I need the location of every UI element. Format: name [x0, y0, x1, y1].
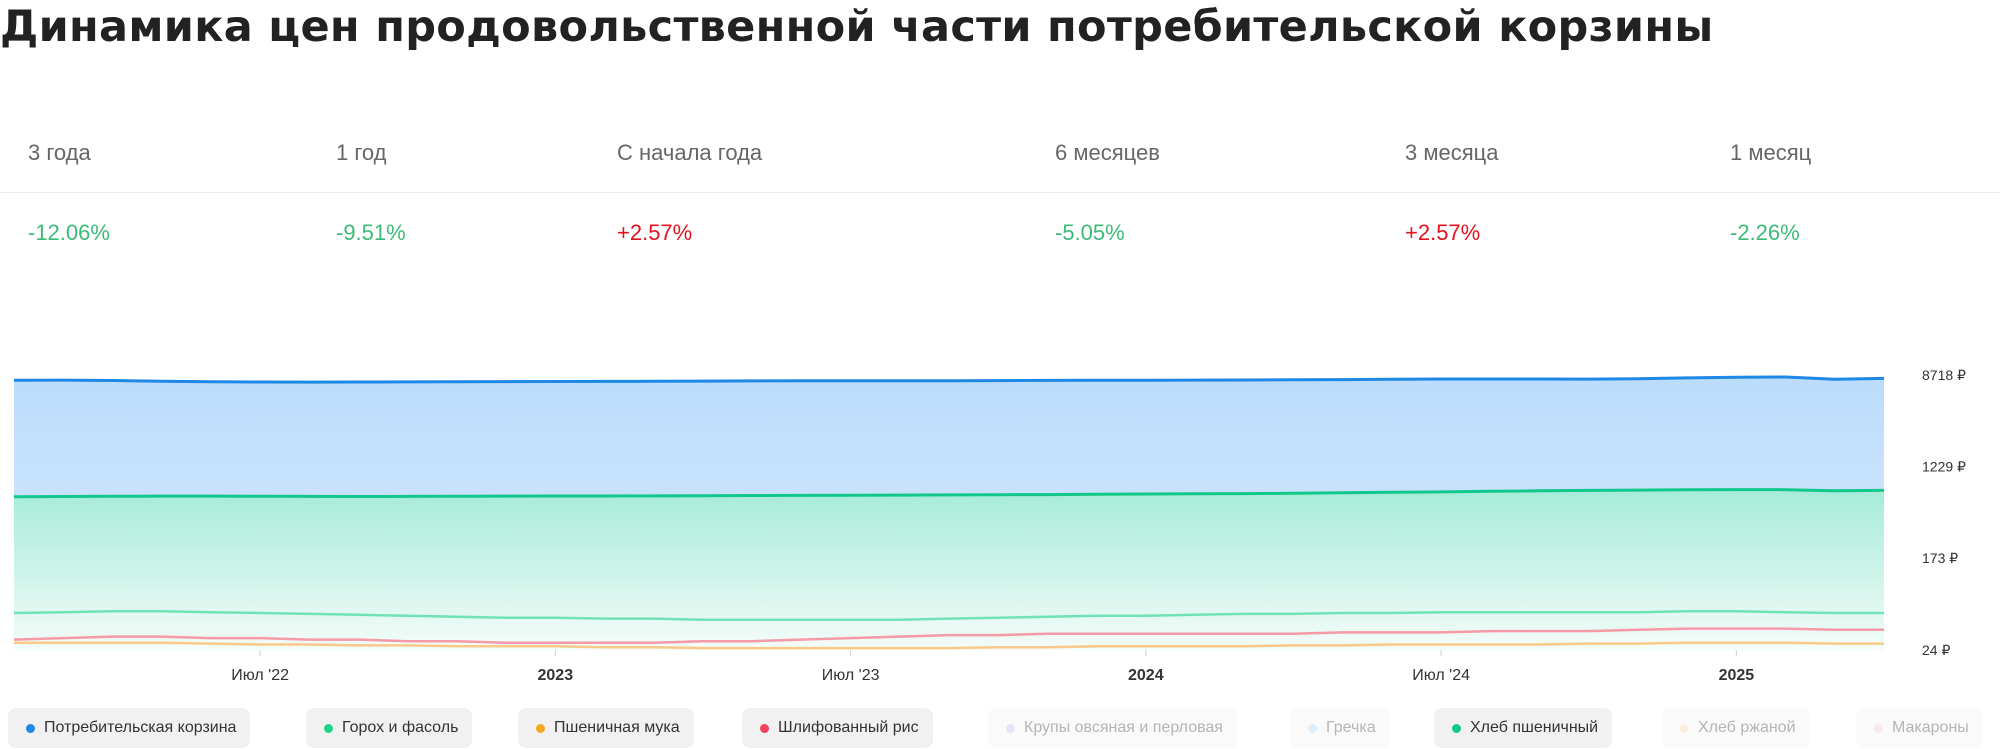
- series-line: [13, 627, 1884, 645]
- series-areas: [14, 377, 1884, 650]
- legend-item-basket[interactable]: Потребительская корзина: [8, 708, 251, 748]
- price-chart[interactable]: 24 ₽ 173 ₽ 1229 ₽ 8718 ₽ Июл '22 2023 Июл '23…: [0, 352, 2000, 702]
- legend-dot-icon: [760, 723, 769, 733]
- legend-dot-icon: [536, 723, 545, 733]
- x-tick-label: Июл '24: [1412, 667, 1470, 684]
- x-tick-label: Июл '23: [822, 667, 880, 684]
- period-tabs: 3 года 1 год С начала года 6 месяцев 3 м…: [0, 140, 2000, 193]
- legend-dot-icon: [1308, 723, 1317, 733]
- legend-label: Гречка: [1326, 719, 1376, 736]
- series-line: [13, 375, 1885, 384]
- x-tick-label: 2025: [1719, 667, 1755, 684]
- legend-label: Потребительская корзина: [44, 719, 237, 736]
- legend-dot-icon: [1452, 723, 1461, 733]
- period-tab-6m[interactable]: 6 месяцев: [1055, 140, 1160, 165]
- change-value-ytd: +2.57%: [617, 220, 693, 245]
- legend-item-wheat-bread[interactable]: Хлеб пшеничный: [1434, 708, 1613, 748]
- page-title: Динамика цен продовольственной части пот…: [0, 2, 1714, 52]
- y-axis: 24 ₽ 173 ₽ 1229 ₽ 8718 ₽: [1922, 367, 1966, 658]
- legend-label: Горох и фасоль: [342, 719, 459, 736]
- y-tick-label: 1229 ₽: [1922, 458, 1966, 474]
- legend-item-rice[interactable]: Шлифованный рис: [742, 708, 933, 748]
- period-tab-ytd[interactable]: С начала года: [617, 140, 763, 165]
- y-tick-label: 8718 ₽: [1922, 367, 1966, 383]
- legend-label: Хлеб ржаной: [1698, 719, 1796, 736]
- x-tick-label: Июл '22: [231, 667, 289, 684]
- series-line: [13, 488, 1885, 499]
- series-line: [13, 610, 1884, 621]
- change-value-3m: +2.57%: [1405, 220, 1481, 245]
- x-tick-label: 2024: [1128, 667, 1164, 684]
- legend-label: Крупы овсяная и перловая: [1024, 719, 1223, 736]
- legend-dot-icon: [1006, 723, 1015, 733]
- legend-label: Пшеничная мука: [554, 719, 680, 736]
- legend-dot-icon: [1680, 723, 1689, 733]
- series-lines: [13, 375, 1885, 650]
- change-value-3y: -12.06%: [28, 220, 110, 245]
- period-tab-3y[interactable]: 3 года: [28, 140, 91, 165]
- legend-dot-icon: [26, 723, 35, 733]
- legend-label: Хлеб пшеничный: [1470, 719, 1599, 736]
- chart-legend: Потребительская корзина Горох и фасоль П…: [0, 708, 2000, 748]
- legend-item-oat-barley[interactable]: Крупы овсяная и перловая: [988, 708, 1237, 748]
- period-tab-3m[interactable]: 3 месяца: [1405, 140, 1499, 165]
- legend-item-peas-beans[interactable]: Горох и фасоль: [306, 708, 473, 748]
- period-changes: -12.06% -9.51% +2.57% -5.05% +2.57% -2.2…: [0, 220, 2000, 260]
- legend-dot-icon: [1874, 723, 1883, 733]
- legend-dot-icon: [324, 723, 333, 733]
- y-tick-label: 24 ₽: [1922, 642, 1950, 658]
- y-tick-label: 173 ₽: [1922, 550, 1958, 566]
- legend-item-buckwheat[interactable]: Гречка: [1290, 708, 1390, 748]
- legend-label: Шлифованный рис: [778, 719, 919, 736]
- legend-item-rye-bread[interactable]: Хлеб ржаной: [1662, 708, 1810, 748]
- legend-item-wheat-flour[interactable]: Пшеничная мука: [518, 708, 694, 748]
- series-line: [14, 641, 1884, 650]
- legend-label: Макароны: [1892, 719, 1969, 736]
- change-value-1m: -2.26%: [1730, 220, 1800, 245]
- series-area: [14, 489, 1884, 650]
- x-axis: Июл '22 2023 Июл '23 2024 Июл '24 2025: [231, 650, 1754, 684]
- legend-item-pasta[interactable]: Макароны: [1856, 708, 1983, 748]
- period-tab-1y[interactable]: 1 год: [336, 140, 387, 165]
- change-value-6m: -5.05%: [1055, 220, 1125, 245]
- change-value-1y: -9.51%: [336, 220, 406, 245]
- period-tab-1m[interactable]: 1 месяц: [1730, 140, 1812, 165]
- x-tick-label: 2023: [538, 667, 574, 684]
